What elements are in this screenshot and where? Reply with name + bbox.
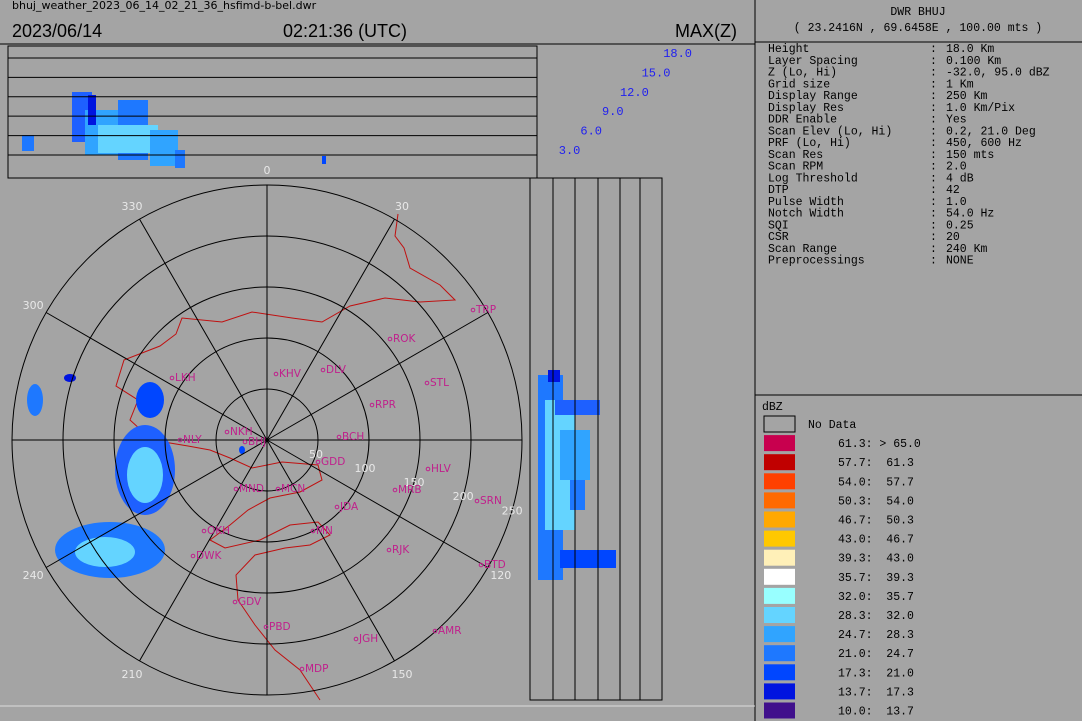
station-label: AMR [438,625,462,637]
legend-label: 54.0: 57.7 [838,476,914,489]
legend-label: 43.0: 46.7 [838,534,914,547]
legend-swatch [764,550,795,566]
station-label: PBD [269,621,291,633]
station-label: JGH [358,633,378,645]
station-label: ROK [393,333,417,345]
azimuth-label: 300 [23,299,44,312]
station-label: KHV [279,368,302,380]
legend-swatch [764,607,795,623]
station-label: OKH [207,525,230,537]
station-label: MDP [305,663,328,675]
legend-swatch [764,703,795,719]
legend-label: 24.7: 28.3 [838,629,914,642]
legend-label: 10.0: 13.7 [838,706,914,719]
legend-swatch [764,569,795,585]
legend-swatch [764,626,795,642]
legend-swatch [764,435,795,451]
legend-title: dBZ [762,401,783,414]
station-label: RJK [392,544,410,556]
date: 2023/06/14 [12,21,102,41]
legend-label: 61.3: > 65.0 [838,438,921,451]
range-label: 100 [355,462,376,475]
legend-label: 50.3: 54.0 [838,495,914,508]
legend-label: 35.7: 39.3 [838,572,914,585]
info-key: Preprocessings [768,255,865,268]
height-label: 18.0 [663,47,692,61]
legend-swatch [764,492,795,508]
azimuth-label: 0 [264,164,271,177]
legend-swatch [764,416,795,432]
station-label: RPR [375,399,396,411]
radar-display: bhuj_weather_2023_06_14_02_21_36_hsfimd-… [0,0,1082,721]
background [0,0,1082,721]
station-location: ( 23.2416N , 69.6458E , 100.00 mts ) [794,22,1042,35]
legend-swatch [764,454,795,470]
legend-swatch [764,588,795,604]
azimuth-label: 210 [122,668,143,681]
legend-swatch [764,664,795,680]
legend-label: 17.3: 21.0 [838,667,914,680]
station-label: NLY [183,434,202,446]
legend-label: 32.0: 35.7 [838,591,914,604]
legend-swatch [764,531,795,547]
legend-label: 21.0: 24.7 [838,648,914,661]
azimuth-label: 150 [392,668,413,681]
range-label: 250 [502,504,523,517]
station-label: MCN [281,483,305,495]
station-label: HLV [431,463,452,475]
legend-swatch [764,473,795,489]
station-title: DWR BHUJ [890,6,945,19]
height-label: 15.0 [642,66,671,80]
station-label: STL [430,377,449,389]
legend-label: No Data [808,419,856,432]
height-label: 3.0 [559,144,581,158]
legend-label: 39.3: 43.0 [838,553,914,566]
station-label: GDD [321,456,345,468]
product: MAX(Z) [675,21,737,41]
azimuth-label: 30 [395,200,409,213]
station-label: BCH [342,431,364,443]
station-label: MND [239,483,264,495]
height-label: 6.0 [580,125,602,139]
info-value: NONE [946,255,974,268]
azimuth-label: 330 [122,200,143,213]
station-label: DLV [326,364,347,376]
info-sep: : [930,255,937,268]
station-label: LKH [175,372,196,384]
height-label: 12.0 [620,86,649,100]
legend-label: 57.7: 61.3 [838,457,914,470]
station-label: TRP [475,304,496,316]
station-label: MRB [398,484,422,496]
legend-label: 13.7: 17.3 [838,686,914,699]
station-label: GDV [238,596,262,608]
legend-label: 28.3: 32.0 [838,610,914,623]
azimuth-label: 240 [23,569,44,582]
legend-swatch [764,645,795,661]
time: 02:21:36 (UTC) [283,21,407,41]
station-label: DWK [196,550,222,562]
file-name: bhuj_weather_2023_06_14_02_21_36_hsfimd-… [12,0,317,12]
legend-label: 46.7: 50.3 [838,515,914,528]
station-label: SRN [480,495,502,507]
station-label: BTD [484,559,506,571]
station-label: MN [316,525,333,537]
page: bhuj_weather_2023_06_14_02_21_36_hsfimd-… [0,0,1082,721]
height-label: 9.0 [602,105,624,119]
station-label: BHJ [248,436,266,448]
legend-swatch [764,512,795,528]
legend-swatch [764,683,795,699]
range-label: 200 [453,490,474,503]
station-label: JDA [339,501,359,513]
